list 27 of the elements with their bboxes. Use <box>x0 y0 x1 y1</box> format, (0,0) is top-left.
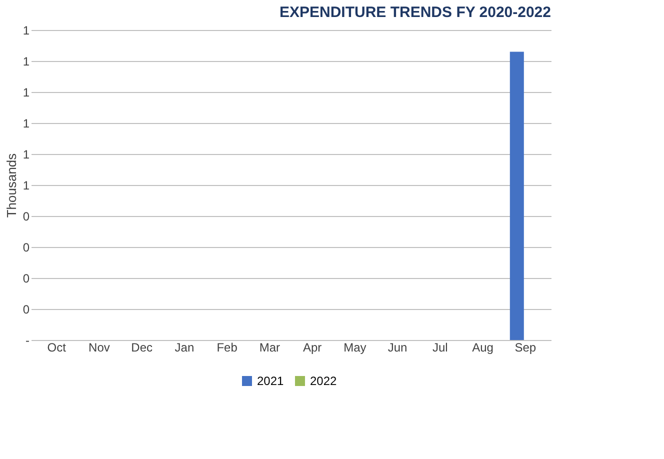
legend-label: 2021 <box>257 374 284 388</box>
x-tick-label: Jun <box>388 340 408 354</box>
chart-title: EXPENDITURE TRENDS FY 2020-2022 <box>280 4 551 21</box>
y-tick-label: 0 <box>22 210 30 224</box>
x-tick-label: Sep <box>514 340 536 354</box>
x-tick-label: May <box>344 340 366 354</box>
x-tick-label: Jul <box>432 340 448 354</box>
y-tick-label: 1 <box>22 86 30 100</box>
y-tick-label: - <box>26 334 30 348</box>
x-tick-label: Nov <box>88 340 110 354</box>
x-tick-label: Oct <box>47 340 67 354</box>
y-axis-title: Thousands <box>4 152 19 218</box>
x-tick-label: Mar <box>259 340 280 354</box>
x-tick-label: Feb <box>216 340 238 354</box>
x-tick-label: Jan <box>174 340 194 354</box>
legend-label: 2022 <box>310 374 338 388</box>
y-tick-label: 1 <box>22 148 30 162</box>
x-tick-label: Dec <box>131 340 152 354</box>
y-tick-label: 1 <box>22 24 30 38</box>
y-tick-label: 0 <box>22 240 30 254</box>
y-tick-label: 1 <box>22 116 30 130</box>
y-tick-label: 0 <box>22 302 30 316</box>
x-tick-label: Apr <box>302 340 322 354</box>
y-tick-label: 1 <box>22 178 30 192</box>
y-tick-label: 1 <box>22 54 30 68</box>
y-tick-label: 0 <box>22 272 30 286</box>
x-tick-label: Aug <box>472 340 494 354</box>
